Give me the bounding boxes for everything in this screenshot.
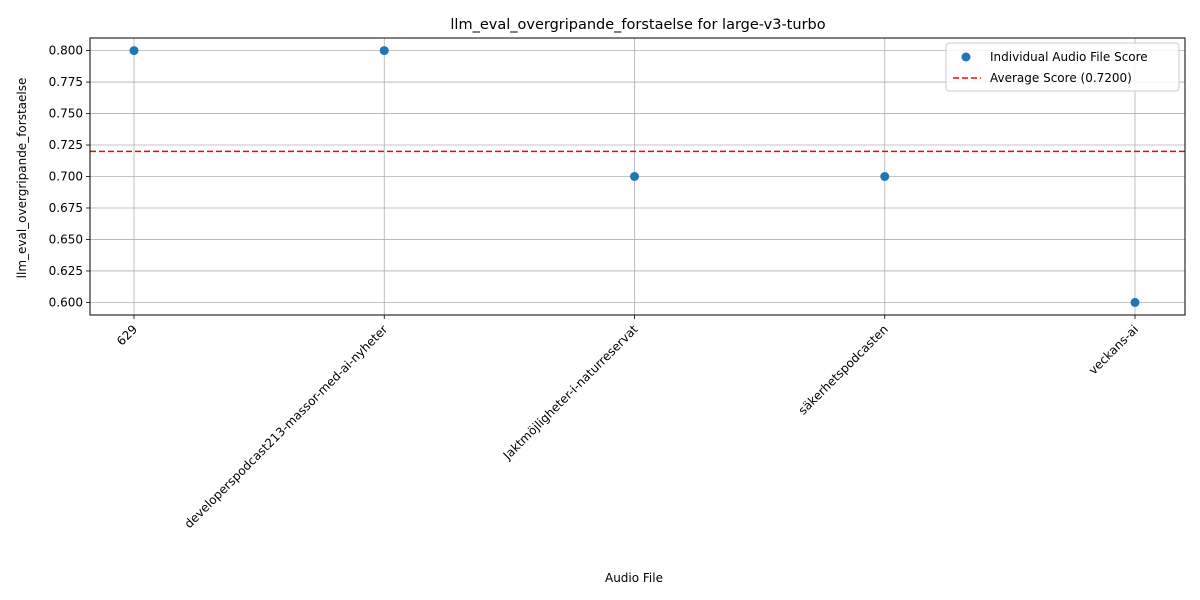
legend-scatter-marker	[961, 52, 971, 62]
y-axis: 0.600 0.625 0.650 0.675 0.700 0.725 0.750 0.775…	[49, 44, 90, 309]
y-tick-label: 0.675	[49, 201, 83, 215]
chart-title: llm_eval_overgripande_forstaelse for lar…	[450, 17, 825, 33]
legend-series-label: Individual Audio File Score	[990, 50, 1148, 64]
grid	[90, 38, 1185, 315]
legend: Individual Audio File Score Average Scor…	[945, 42, 1180, 92]
y-tick-label: 0.725	[49, 138, 83, 152]
data-point	[630, 172, 639, 181]
y-tick-label: 0.650	[49, 232, 83, 246]
data-point	[379, 46, 389, 56]
y-tick-label: 0.600	[49, 295, 83, 309]
data-point	[129, 46, 139, 56]
legend-box	[945, 42, 1180, 92]
y-tick-label: 0.700	[49, 170, 83, 184]
y-axis-label: llm_eval_overgripande_forstaelse	[15, 78, 29, 279]
y-tick-label: 0.625	[49, 264, 83, 278]
legend-average-label: Average Score (0.7200)	[990, 71, 1132, 85]
y-tick-label: 0.750	[49, 107, 83, 121]
x-axis-label: Audio File	[605, 571, 663, 585]
data-points	[129, 46, 1140, 307]
y-tick-label: 0.800	[49, 44, 83, 58]
y-tick-label: 0.775	[49, 75, 83, 89]
data-point	[880, 172, 890, 181]
data-point	[1130, 297, 1140, 307]
